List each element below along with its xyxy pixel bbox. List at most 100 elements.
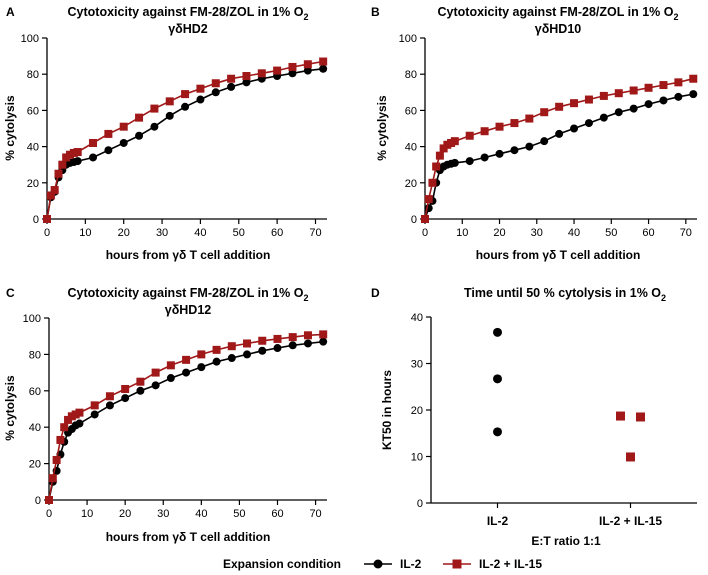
panel-b-point-il15 xyxy=(674,78,683,87)
panel-a-point-il2 xyxy=(73,157,82,166)
panel-c-point-il15 xyxy=(48,474,57,483)
panel-c-point-il15 xyxy=(227,342,236,351)
panel-d-ytick-label: 20 xyxy=(411,405,423,417)
panel-b-point-il2 xyxy=(480,153,489,162)
panel-d-point-il15 xyxy=(636,412,645,422)
panel-a-ytick-label: 40 xyxy=(27,142,39,154)
panel-c-point-il15 xyxy=(52,455,61,464)
panel-c-ytick-label: 80 xyxy=(29,349,41,361)
panel-b-point-il2 xyxy=(689,90,698,99)
panel-c-series-il2-line xyxy=(48,340,324,501)
panel-c-xtick-label: 20 xyxy=(119,508,131,520)
panel-label-d: D xyxy=(371,286,380,300)
panel-a-point-il15 xyxy=(165,97,174,106)
panel-c-point-il2 xyxy=(197,363,206,372)
panel-b-plot: 0 20 40 60 80 100 0 10 20 30 40 50 60 70 xyxy=(399,33,698,239)
panel-a-xtick-label: 20 xyxy=(118,227,130,239)
panel-b-point-il15 xyxy=(584,95,593,104)
panel-b-point-il15 xyxy=(555,102,564,111)
panel-c-point-il15 xyxy=(90,401,99,410)
panel-a-point-il15 xyxy=(73,148,82,157)
panel-b-point-il2 xyxy=(510,146,519,155)
panel-c-xlabel: hours from γδ T cell addition xyxy=(106,530,271,544)
panel-b-point-il2 xyxy=(495,149,504,158)
legend: Expansion condition IL-2 IL-2 + IL-15 xyxy=(223,557,542,571)
panel-d-plot: 0 10 20 30 40 IL-2 IL-2 + IL-15 xyxy=(411,312,697,528)
panel-c-ytick-label: 0 xyxy=(35,495,41,507)
panel-c-point-il15 xyxy=(303,331,312,340)
panel-c-point-il15 xyxy=(121,384,130,393)
panel-a-point-il15 xyxy=(227,74,236,83)
panel-b-point-il15 xyxy=(689,74,698,83)
panel-b-point-il2 xyxy=(599,113,608,122)
panel-b-ytick-label: 80 xyxy=(405,69,417,81)
panel-a-point-il15 xyxy=(257,69,266,78)
panel-b-ytick-label: 20 xyxy=(405,178,417,190)
panel-c-point-il2 xyxy=(166,374,175,383)
panel-b-point-il15 xyxy=(525,114,534,123)
panel-d-ylabel: KT50 in hours xyxy=(380,370,394,450)
panel-b-xtick-label: 70 xyxy=(680,227,692,239)
panel-b-xtick-label: 0 xyxy=(422,227,428,239)
panel-a-point-il15 xyxy=(196,84,205,93)
panel-c-point-il15 xyxy=(212,345,221,354)
panel-c-point-il2 xyxy=(288,341,297,350)
panel-c-xtick-label: 30 xyxy=(157,508,169,520)
panel-b-point-il2 xyxy=(659,96,668,105)
panel-b-point-il15 xyxy=(644,83,653,92)
panel-b-xtick-label: 20 xyxy=(493,227,505,239)
panel-d-point-il2 xyxy=(493,427,502,437)
panel-a-point-il15 xyxy=(211,79,220,88)
panel-d-point-il15 xyxy=(616,411,625,421)
panel-c-xtick-label: 70 xyxy=(309,508,321,520)
panel-a-point-il15 xyxy=(89,138,98,147)
panel-b-point-il15 xyxy=(421,215,429,223)
panel-a-xtick-label: 60 xyxy=(271,227,283,239)
legend-title: Expansion condition xyxy=(223,557,341,571)
panel-b-point-il15 xyxy=(428,178,437,187)
panel-a-ytick-label: 60 xyxy=(27,105,39,117)
panel-a-point-il2 xyxy=(150,122,159,131)
panel-a-xtick-label: 50 xyxy=(233,227,245,239)
panel-a-ylabel: % cytolysis xyxy=(3,95,17,161)
panel-c-point-il2 xyxy=(227,354,236,363)
panel-a-point-il15 xyxy=(288,62,297,71)
panel-b-point-il2 xyxy=(614,108,623,117)
panel-c-point-il15 xyxy=(182,355,191,364)
panel-b-point-il15 xyxy=(570,99,579,108)
panel-b-xtick-label: 30 xyxy=(531,227,543,239)
panel-b-ytick-label: 60 xyxy=(405,105,417,117)
panel-a-ytick-label: 100 xyxy=(21,33,39,45)
panel-b-point-il2 xyxy=(570,124,579,133)
panel-b-point-il2 xyxy=(465,157,474,166)
panel-c-point-il15 xyxy=(75,408,84,417)
panel-a-point-il2 xyxy=(227,82,236,91)
panel-b-point-il15 xyxy=(465,131,474,140)
panel-a-point-il2 xyxy=(119,138,128,147)
panel-b: B Cytotoxicity against FM-28/ZOL in 1% O… xyxy=(371,5,698,262)
panel-c-point-il2 xyxy=(182,368,191,377)
panel-a-point-il2 xyxy=(319,64,328,73)
panel-a-point-il15 xyxy=(273,66,282,75)
panel-c-point-il15 xyxy=(151,368,160,377)
panel-c-xtick-label: 10 xyxy=(81,508,93,520)
panel-b-title: Cytotoxicity against FM-28/ZOL in 1% O2 xyxy=(438,5,679,22)
panel-c-subtitle: γδHD12 xyxy=(165,303,212,317)
panel-a-point-il15 xyxy=(46,191,55,200)
panel-c-point-il2 xyxy=(258,346,267,355)
panel-d-ytick-label: 40 xyxy=(411,312,423,324)
panel-a-point-il2 xyxy=(89,153,98,162)
panel-a-xtick-label: 10 xyxy=(79,227,91,239)
panel-b-xtick-label: 50 xyxy=(605,227,617,239)
panel-b-ytick-label: 0 xyxy=(411,214,417,226)
panel-c-point-il2 xyxy=(243,350,252,359)
panel-a-point-il2 xyxy=(135,131,144,140)
panel-a-title: Cytotoxicity against FM-28/ZOL in 1% O2 xyxy=(68,5,309,22)
panel-a-point-il15 xyxy=(242,72,251,81)
panel-c-point-il2 xyxy=(319,337,328,346)
panel-c-point-il2 xyxy=(273,344,282,353)
panel-c-point-il2 xyxy=(151,381,160,390)
panel-c-point-il15 xyxy=(60,423,69,432)
panel-d-point-il2 xyxy=(493,374,502,384)
